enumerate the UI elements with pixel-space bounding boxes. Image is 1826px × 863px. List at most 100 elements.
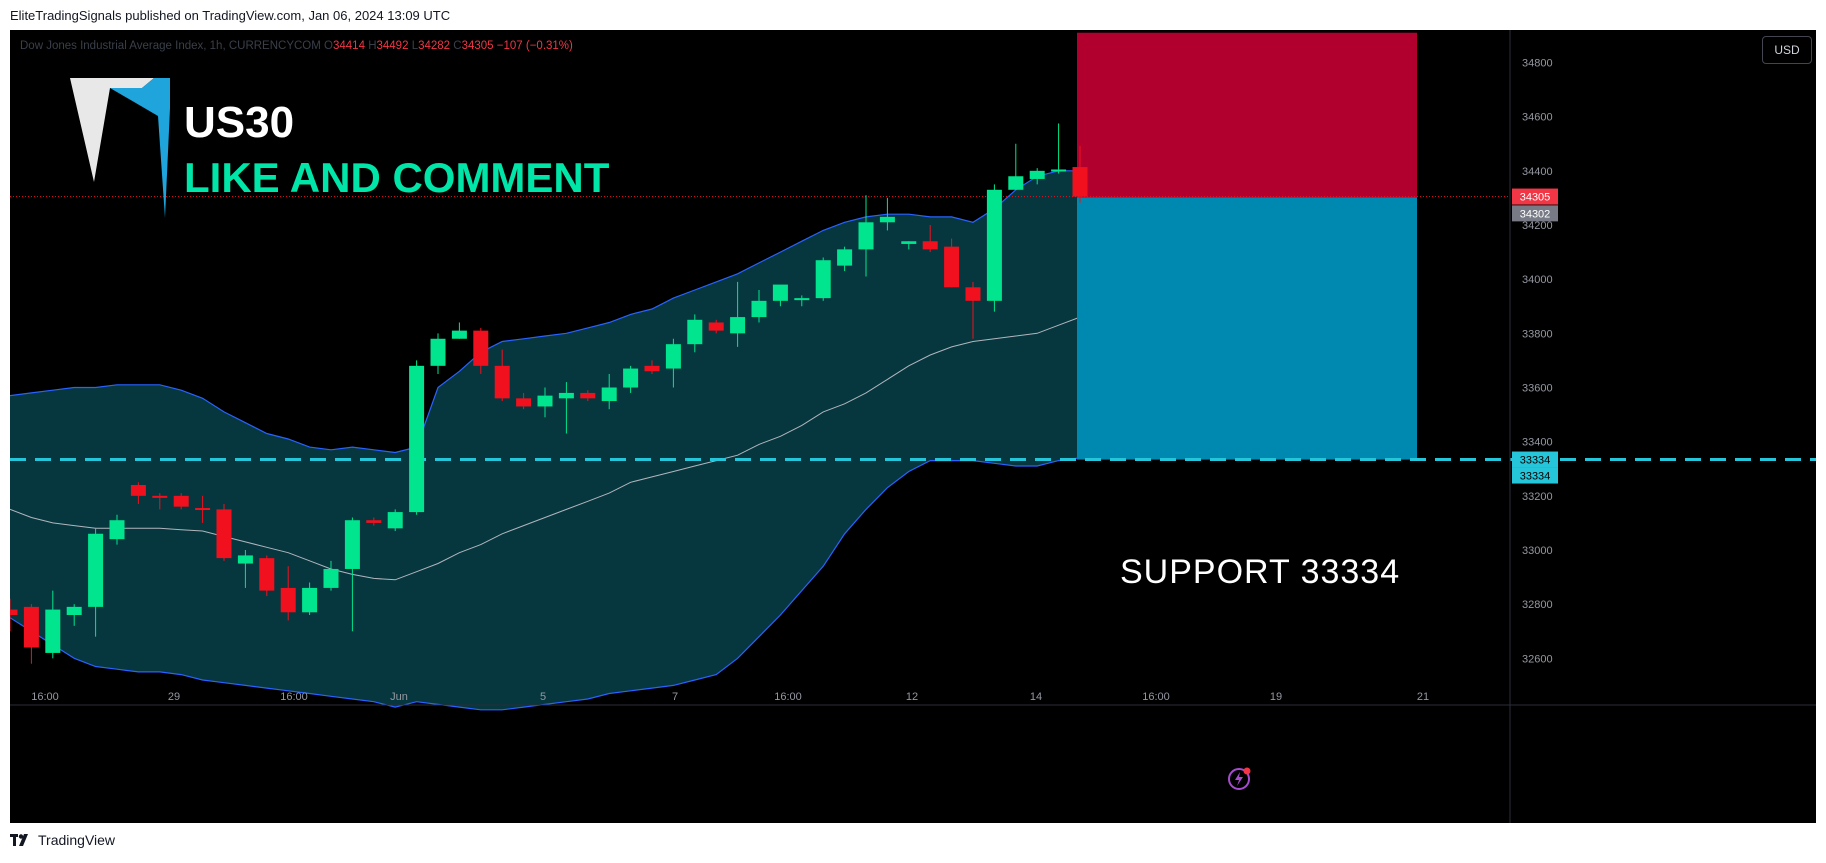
price-badges: 34305 34302 33334 33334 [1512, 188, 1558, 484]
support-price-badge-2: 33334 [1520, 471, 1551, 483]
candle-body [944, 246, 960, 288]
candle-body [751, 300, 767, 318]
open-value: 34414 [333, 40, 365, 52]
low-value: 34282 [418, 40, 451, 52]
time-tick-label: 12 [906, 691, 918, 703]
candle-body [409, 365, 425, 513]
time-tick-label: 7 [672, 691, 678, 703]
price-tick-label: 33200 [1522, 491, 1553, 503]
candle-body [772, 284, 788, 301]
support-price-badge: 33334 [1520, 455, 1551, 467]
candle-body [280, 587, 296, 613]
candle-body [23, 606, 39, 648]
change-value: −107 (−0.31%) [496, 40, 573, 52]
support-price-badge-bg [1512, 451, 1558, 468]
candle-body [302, 587, 318, 613]
candle-body [986, 189, 1002, 301]
candle-body [88, 533, 104, 607]
candle-body [10, 609, 18, 615]
candles [10, 123, 1088, 664]
candle-body [708, 322, 724, 331]
candle-body [815, 260, 831, 299]
candle-body [665, 344, 681, 369]
candle-body [794, 298, 810, 301]
candle-body [1051, 169, 1067, 172]
candle-body [623, 368, 639, 388]
low-label: L [411, 40, 419, 52]
price-tick-label: 33600 [1522, 383, 1553, 395]
price-tick-label: 33000 [1522, 545, 1553, 557]
bollinger-bands [10, 170, 1081, 711]
close-label: C [453, 40, 462, 52]
candle-body [109, 520, 125, 540]
support-annotation: SUPPORT 33334 [1120, 553, 1401, 591]
support-price-badge-2-bg [1512, 467, 1558, 484]
chart-area[interactable]: 32600 32800 33000 33200 33400 33600 33800 34000… [10, 30, 1816, 823]
time-tick-label: 21 [1417, 691, 1429, 703]
candle-body [45, 609, 61, 653]
time-tick-label: Jun [390, 691, 408, 703]
candle-body [879, 216, 895, 223]
candle-body [259, 558, 275, 591]
footer: TradingView [10, 832, 115, 848]
candle-body [1008, 176, 1024, 190]
candle-body [216, 509, 232, 559]
entry-price-badge: 34302 [1520, 208, 1551, 220]
overlay-title: US30 [184, 98, 295, 147]
candle-body [965, 287, 981, 301]
candle-body [1072, 167, 1088, 197]
candle-body [858, 222, 874, 250]
currency-button[interactable]: USD [1762, 36, 1812, 64]
candle-body [837, 249, 853, 266]
candle-body [323, 568, 339, 588]
candle-body [387, 512, 403, 529]
time-tick-label: 5 [540, 691, 546, 703]
symbol-name: Dow Jones Industrial Average Index, 1h, … [20, 40, 321, 52]
candle-body [473, 330, 489, 366]
candle-body [66, 606, 82, 615]
band-fill [10, 170, 1080, 710]
price-tick-label: 32600 [1522, 653, 1553, 665]
price-tick-label: 34200 [1522, 220, 1553, 232]
brand-logo-icon [70, 78, 170, 218]
chart-canvas[interactable]: 32600 32800 33000 33200 33400 33600 33800 34000… [10, 30, 1816, 823]
open-label: O [324, 40, 333, 52]
position-boxes [1077, 32, 1417, 460]
overlay-cta: LIKE AND COMMENT [184, 154, 610, 201]
price-tick-label: 34600 [1522, 112, 1553, 124]
price-tick-label: 33800 [1522, 328, 1553, 340]
time-tick-label: 14 [1030, 691, 1042, 703]
time-tick-label: 16:00 [1142, 691, 1170, 703]
candle-body [237, 555, 253, 564]
candle-body [195, 508, 211, 511]
footer-brand: TradingView [38, 832, 116, 848]
candle-body [687, 319, 703, 345]
price-tick-label: 33400 [1522, 437, 1553, 449]
time-tick-label: 19 [1270, 691, 1282, 703]
lightning-bolt-icon[interactable] [1227, 765, 1253, 791]
price-tick-label: 34400 [1522, 166, 1553, 178]
time-tick-label: 16:00 [774, 691, 802, 703]
time-tick-label: 16:00 [280, 691, 308, 703]
candle-body [644, 365, 660, 372]
band-lower-line [10, 457, 1081, 711]
high-value: 34492 [376, 40, 409, 52]
candle-body [580, 392, 596, 399]
candle-body [344, 520, 360, 569]
take-profit-zone [1077, 197, 1417, 460]
tradingview-logo-icon [10, 834, 28, 846]
candle-body [130, 485, 146, 496]
axes: 32600 32800 33000 33200 33400 33600 33800 34000… [10, 30, 1816, 823]
candle-body [537, 395, 553, 407]
price-tick-label: 32800 [1522, 599, 1553, 611]
candle-body [494, 365, 510, 399]
last-price-badge: 34305 [1520, 192, 1551, 204]
symbol-info-bar: Dow Jones Industrial Average Index, 1h, … [20, 40, 573, 52]
band-basis-line [10, 316, 1081, 581]
publisher-line: EliteTradingSignals published on Trading… [10, 8, 451, 23]
close-value: 34305 [461, 40, 494, 52]
candle-body [601, 387, 617, 402]
candle-body [1029, 170, 1045, 179]
candle-body [430, 338, 446, 366]
candle-body [558, 392, 574, 399]
